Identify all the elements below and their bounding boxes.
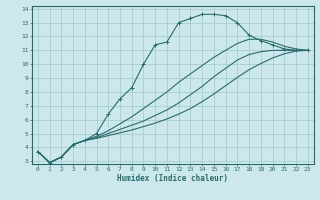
X-axis label: Humidex (Indice chaleur): Humidex (Indice chaleur) <box>117 174 228 183</box>
